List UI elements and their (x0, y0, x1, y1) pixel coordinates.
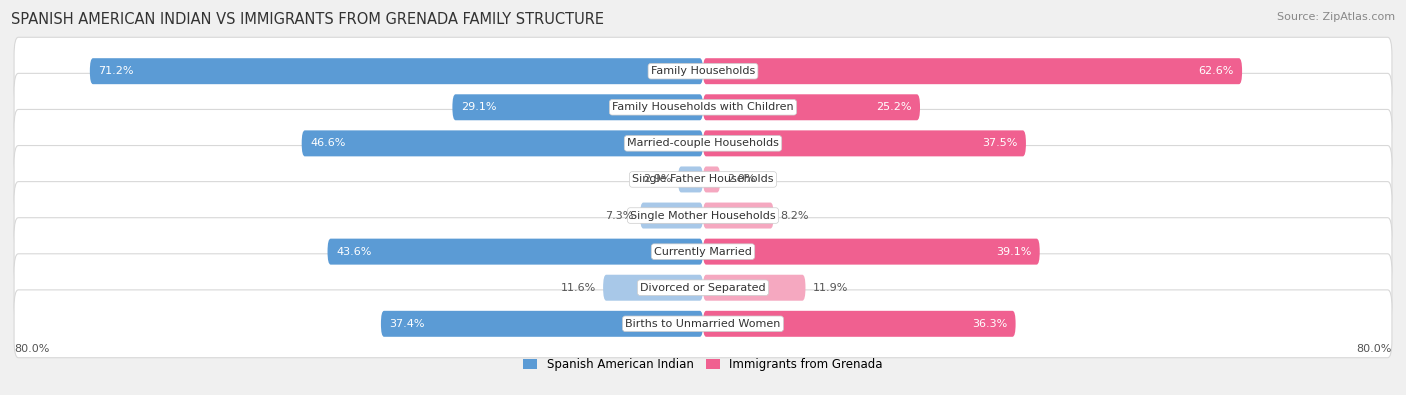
FancyBboxPatch shape (703, 130, 1026, 156)
FancyBboxPatch shape (14, 37, 1392, 105)
Text: Currently Married: Currently Married (654, 246, 752, 257)
Text: 36.3%: 36.3% (972, 319, 1007, 329)
FancyBboxPatch shape (302, 130, 703, 156)
FancyBboxPatch shape (703, 203, 773, 229)
FancyBboxPatch shape (381, 311, 703, 337)
Legend: Spanish American Indian, Immigrants from Grenada: Spanish American Indian, Immigrants from… (519, 353, 887, 376)
FancyBboxPatch shape (14, 73, 1392, 141)
Text: 62.6%: 62.6% (1198, 66, 1233, 76)
Text: 46.6%: 46.6% (311, 138, 346, 149)
Text: Family Households with Children: Family Households with Children (612, 102, 794, 112)
Text: 71.2%: 71.2% (98, 66, 134, 76)
Text: 39.1%: 39.1% (995, 246, 1031, 257)
Text: 2.9%: 2.9% (643, 175, 671, 184)
Text: SPANISH AMERICAN INDIAN VS IMMIGRANTS FROM GRENADA FAMILY STRUCTURE: SPANISH AMERICAN INDIAN VS IMMIGRANTS FR… (11, 12, 605, 27)
FancyBboxPatch shape (678, 166, 703, 192)
Text: Single Mother Households: Single Mother Households (630, 211, 776, 220)
Text: Source: ZipAtlas.com: Source: ZipAtlas.com (1277, 12, 1395, 22)
FancyBboxPatch shape (14, 290, 1392, 358)
Text: 11.6%: 11.6% (561, 283, 596, 293)
FancyBboxPatch shape (14, 218, 1392, 286)
FancyBboxPatch shape (603, 275, 703, 301)
FancyBboxPatch shape (703, 94, 920, 120)
FancyBboxPatch shape (14, 109, 1392, 177)
FancyBboxPatch shape (703, 311, 1015, 337)
Text: Single Father Households: Single Father Households (633, 175, 773, 184)
Text: 8.2%: 8.2% (780, 211, 808, 220)
FancyBboxPatch shape (90, 58, 703, 84)
FancyBboxPatch shape (328, 239, 703, 265)
Text: Births to Unmarried Women: Births to Unmarried Women (626, 319, 780, 329)
Text: 43.6%: 43.6% (336, 246, 371, 257)
Text: Married-couple Households: Married-couple Households (627, 138, 779, 149)
FancyBboxPatch shape (703, 166, 720, 192)
Text: 29.1%: 29.1% (461, 102, 496, 112)
Text: 37.5%: 37.5% (981, 138, 1018, 149)
Text: Family Households: Family Households (651, 66, 755, 76)
Text: 80.0%: 80.0% (1357, 344, 1392, 354)
Text: Divorced or Separated: Divorced or Separated (640, 283, 766, 293)
FancyBboxPatch shape (14, 182, 1392, 250)
Text: 7.3%: 7.3% (605, 211, 633, 220)
FancyBboxPatch shape (453, 94, 703, 120)
FancyBboxPatch shape (703, 58, 1241, 84)
Text: 25.2%: 25.2% (876, 102, 911, 112)
FancyBboxPatch shape (14, 145, 1392, 213)
Text: 11.9%: 11.9% (813, 283, 848, 293)
FancyBboxPatch shape (14, 254, 1392, 322)
FancyBboxPatch shape (703, 239, 1039, 265)
Text: 80.0%: 80.0% (14, 344, 49, 354)
Text: 37.4%: 37.4% (389, 319, 425, 329)
FancyBboxPatch shape (640, 203, 703, 229)
FancyBboxPatch shape (703, 275, 806, 301)
Text: 2.0%: 2.0% (727, 175, 755, 184)
